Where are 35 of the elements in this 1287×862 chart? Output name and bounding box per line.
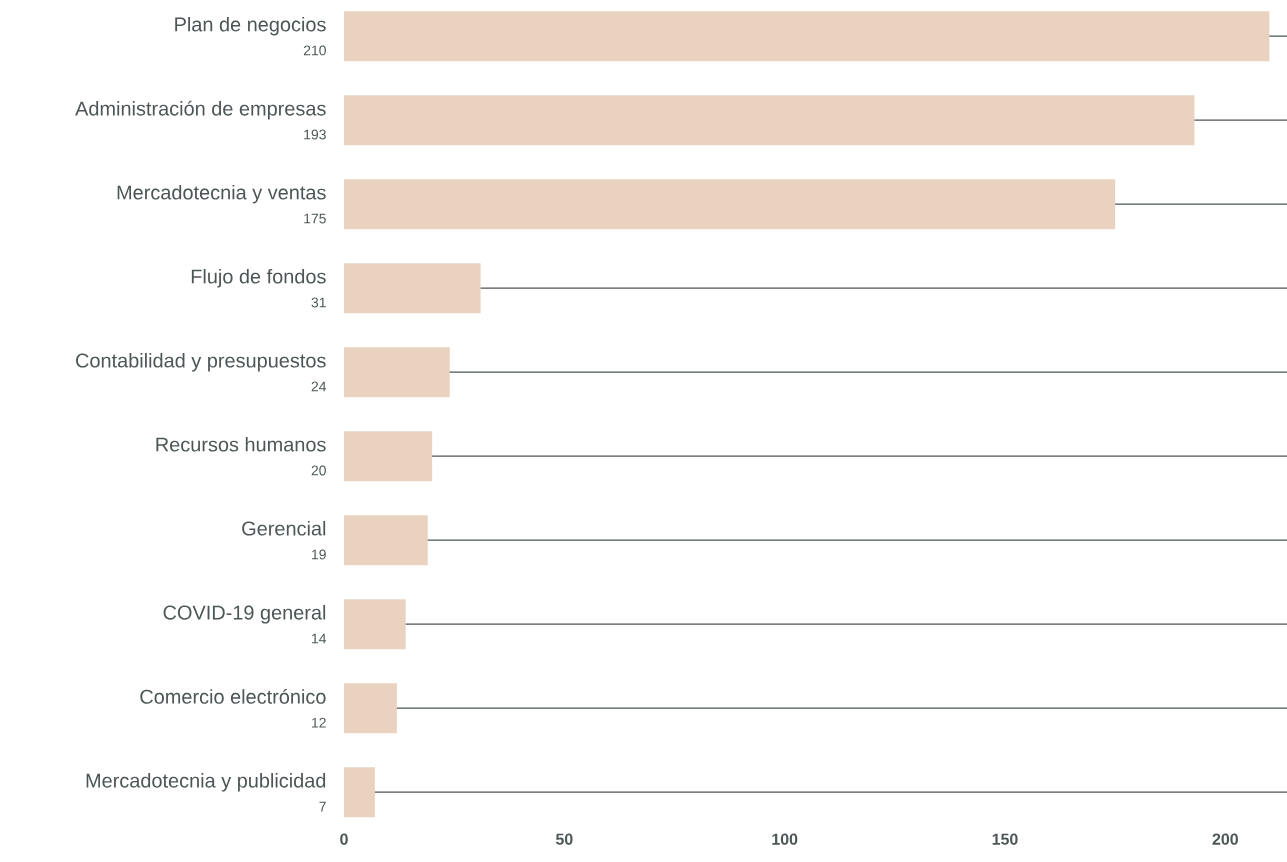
bar xyxy=(344,95,1195,146)
y-tick-label: Mercadotecnia y publicidad xyxy=(86,773,326,792)
y-tick-label: Plan de negocios xyxy=(175,16,326,36)
bar xyxy=(344,179,1116,230)
y-tick-label: Mercadotecnia y ventas xyxy=(117,184,326,204)
bar xyxy=(344,599,406,650)
data-label: 24 xyxy=(311,381,327,392)
bar xyxy=(344,431,433,482)
data-label: 31 xyxy=(311,297,326,308)
data-label: 12 xyxy=(312,717,326,728)
y-tick-label: Administración de empresas xyxy=(75,100,326,120)
data-label: 193 xyxy=(304,129,326,140)
bar xyxy=(344,11,1270,62)
bar xyxy=(344,767,375,818)
x-tick-label: 150 xyxy=(992,833,1018,845)
y-tick-label: Comercio electrónico xyxy=(140,688,326,704)
data-label: 7 xyxy=(319,801,326,812)
y-tick-label: Flujo de fondos xyxy=(191,268,326,288)
data-label: 14 xyxy=(312,633,327,644)
data-label: 210 xyxy=(303,45,326,56)
x-tick-label: 50 xyxy=(555,833,573,845)
y-tick-label: Gerencial xyxy=(242,520,326,536)
bar xyxy=(344,515,428,566)
bar xyxy=(344,263,481,314)
x-tick-label: 200 xyxy=(1212,833,1238,845)
x-tick-label: 0 xyxy=(340,833,348,845)
data-label: 19 xyxy=(312,549,326,560)
x-tick-label: 100 xyxy=(772,833,798,845)
y-tick-label: Contabilidad y presupuestos xyxy=(76,352,326,372)
data-label: 20 xyxy=(311,465,326,476)
y-tick-label: Recursos humanos xyxy=(156,436,326,452)
data-label: 175 xyxy=(304,213,326,224)
bar xyxy=(344,683,397,734)
bar xyxy=(344,347,450,398)
y-tick-label: COVID-19 general xyxy=(163,605,326,624)
